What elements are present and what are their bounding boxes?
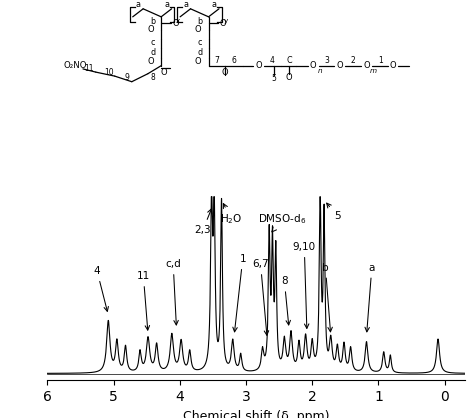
- Text: 2: 2: [351, 56, 356, 65]
- X-axis label: Chemical shift (δ, ppm): Chemical shift (δ, ppm): [182, 410, 329, 418]
- Text: a: a: [212, 0, 217, 9]
- Text: d: d: [198, 48, 202, 56]
- Text: 5: 5: [327, 203, 341, 221]
- Text: 11: 11: [84, 64, 94, 73]
- Text: O: O: [222, 68, 228, 76]
- Text: a: a: [164, 0, 169, 9]
- Text: b: b: [150, 17, 155, 26]
- Text: 6: 6: [232, 56, 237, 65]
- Text: a: a: [365, 263, 375, 332]
- Text: O: O: [219, 19, 226, 28]
- Text: O: O: [161, 68, 167, 76]
- Text: b: b: [322, 263, 332, 332]
- Text: n: n: [318, 67, 322, 74]
- Text: O: O: [310, 61, 316, 70]
- Text: O: O: [195, 57, 201, 66]
- Text: 1: 1: [378, 56, 383, 65]
- Text: 4: 4: [94, 266, 109, 311]
- Text: c: c: [150, 38, 155, 47]
- Text: O₂NO: O₂NO: [64, 61, 88, 70]
- Text: O: O: [147, 57, 154, 66]
- Text: 3: 3: [325, 56, 329, 65]
- Text: 11: 11: [137, 271, 150, 330]
- Text: 9,10: 9,10: [293, 242, 316, 329]
- Text: H$_2$O: H$_2$O: [220, 204, 243, 226]
- Text: 7: 7: [215, 56, 219, 65]
- Text: O: O: [147, 25, 154, 34]
- Text: a: a: [136, 0, 141, 9]
- Text: d: d: [150, 48, 155, 56]
- Text: m: m: [370, 67, 377, 74]
- Text: a: a: [183, 0, 188, 9]
- Text: O: O: [172, 19, 179, 28]
- Text: 9: 9: [125, 73, 129, 82]
- Text: c,d: c,d: [165, 259, 181, 325]
- Text: O: O: [255, 61, 262, 70]
- Text: C: C: [286, 56, 292, 65]
- Text: 1: 1: [233, 254, 246, 332]
- Text: x: x: [176, 18, 180, 24]
- Text: b: b: [198, 17, 202, 26]
- Text: c: c: [198, 38, 202, 47]
- Text: DMSO-d$_6$: DMSO-d$_6$: [258, 212, 307, 232]
- Text: O: O: [389, 61, 396, 70]
- Text: O: O: [336, 61, 343, 70]
- Text: 10: 10: [104, 68, 114, 76]
- Text: y: y: [224, 18, 228, 24]
- Text: O: O: [286, 73, 292, 82]
- Text: 8: 8: [281, 276, 291, 325]
- Text: O: O: [363, 61, 370, 70]
- Text: 5: 5: [272, 74, 276, 84]
- Text: 8: 8: [150, 73, 155, 82]
- Text: 4: 4: [270, 56, 275, 65]
- Text: 2,3: 2,3: [195, 209, 212, 235]
- Text: O: O: [195, 25, 201, 34]
- Text: 6,7: 6,7: [252, 259, 269, 335]
